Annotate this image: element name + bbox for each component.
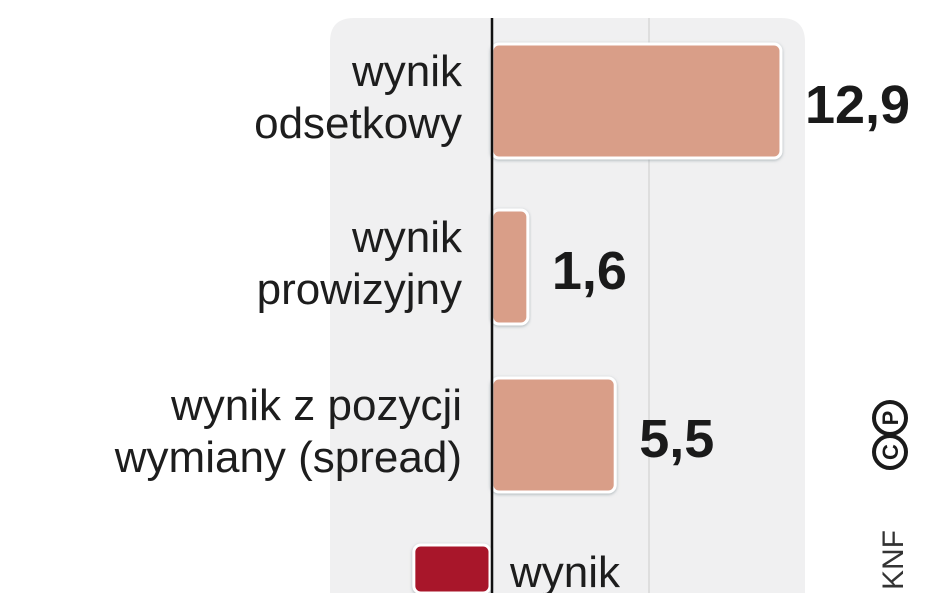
category-label: wynik [509,548,621,593]
value-label: 5,5 [639,409,714,469]
value-label: 1,6 [552,241,627,301]
bar [490,42,783,160]
logo-cp: C P [872,400,908,470]
category-label: wymiany (spread) [114,433,462,482]
svg-text:C: C [878,444,903,460]
bar [490,376,617,494]
value-label: 12,9 [805,75,910,135]
category-label: wynik [351,213,463,262]
svg-text:P: P [878,411,903,426]
category-label: odsetkowy [254,99,462,148]
category-label: wynik [351,47,463,96]
category-label: wynik z pozycji [170,381,462,430]
bar [490,208,530,326]
bar [412,543,492,593]
plot-background [330,18,805,593]
category-label: prowizyjny [257,265,462,314]
source-label: KNF [877,530,910,590]
